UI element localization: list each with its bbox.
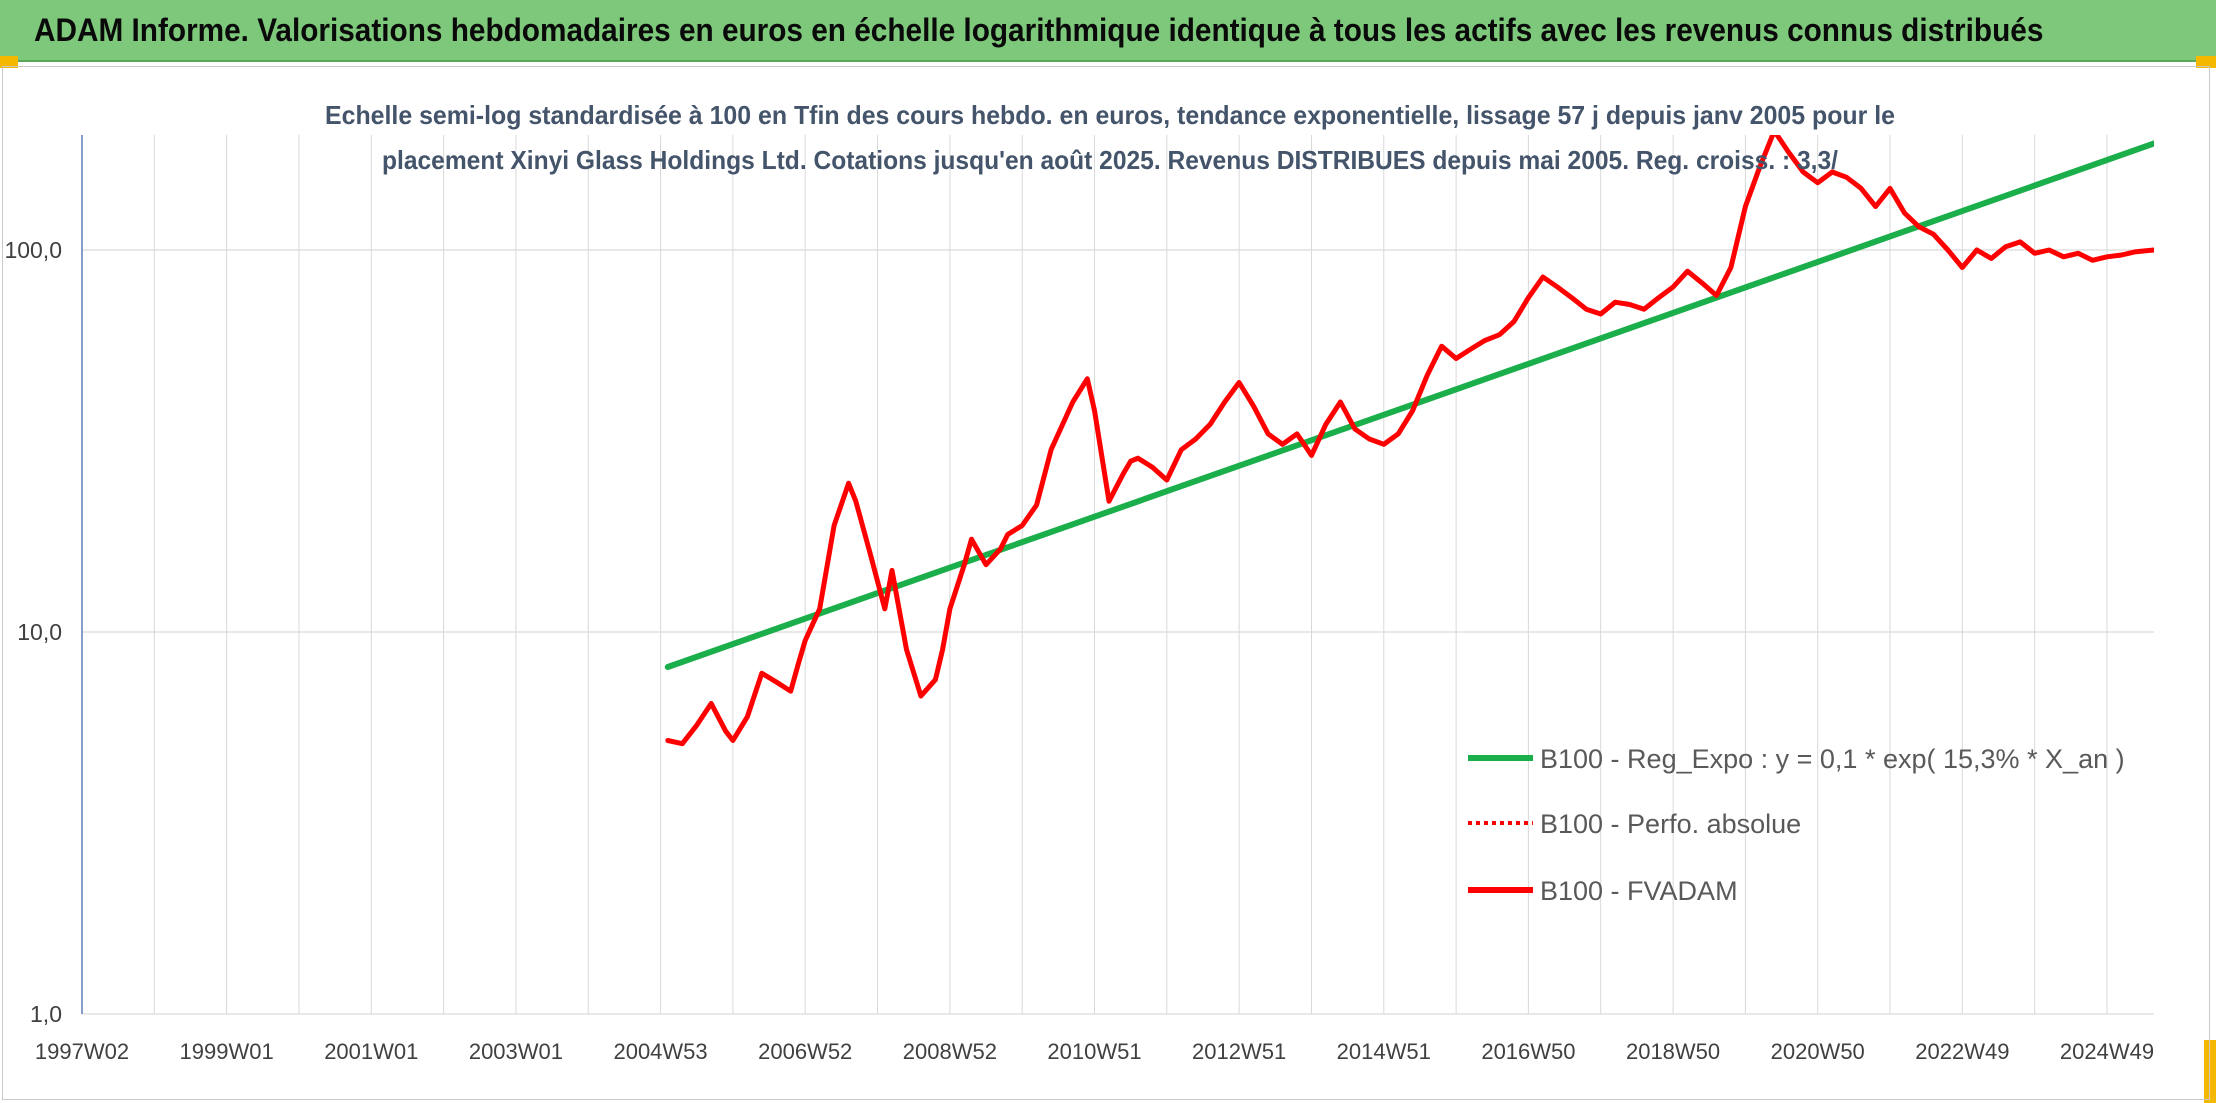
x-tick-label: 2004W53 bbox=[613, 1039, 707, 1064]
report-title: ADAM Informe. Valorisations hebdomadaire… bbox=[34, 12, 2044, 48]
x-tick-label: 2016W50 bbox=[1481, 1039, 1575, 1064]
y-tick-label: 1,0 bbox=[30, 1001, 62, 1027]
x-tick-label: 1997W02 bbox=[35, 1039, 129, 1064]
x-tick-label: 2006W52 bbox=[758, 1039, 852, 1064]
x-tick-label: 2018W50 bbox=[1626, 1039, 1720, 1064]
legend-label-fvadam: B100 - FVADAM bbox=[1540, 876, 1738, 906]
y-axis-tick-labels: 1,0 10,0 100,0 bbox=[4, 237, 62, 1027]
x-tick-label: 2012W51 bbox=[1192, 1039, 1286, 1064]
x-tick-label: 2022W49 bbox=[1915, 1039, 2009, 1064]
x-axis-tick-labels: 1997W02 1999W01 2001W01 2003W01 2004W53 2006W… bbox=[35, 1039, 2154, 1064]
x-tick-label: 2008W52 bbox=[903, 1039, 997, 1064]
legend-label-perfo-absolue: B100 - Perfo. absolue bbox=[1540, 809, 1801, 839]
chart-legend: B100 - Reg_Expo : y = 0,1 * exp( 15,3% *… bbox=[1468, 744, 2125, 906]
regression-line bbox=[664, 140, 2154, 670]
legend-label-regression: B100 - Reg_Expo : y = 0,1 * exp( 15,3% *… bbox=[1540, 744, 2125, 774]
horizontal-gridlines bbox=[82, 249, 2154, 1015]
corner-marker-bottom-right bbox=[2204, 1040, 2216, 1103]
y-tick-label: 10,0 bbox=[17, 619, 62, 645]
chart-frame bbox=[2, 66, 2210, 1100]
x-tick-label: 2024W49 bbox=[2060, 1039, 2154, 1064]
x-tick-label: 2014W51 bbox=[1337, 1039, 1431, 1064]
x-tick-label: 1999W01 bbox=[180, 1039, 274, 1064]
fvadam-line bbox=[665, 135, 2154, 747]
y-tick-label: 100,0 bbox=[4, 237, 62, 263]
x-tick-label: 2003W01 bbox=[469, 1039, 563, 1064]
x-tick-label: 2020W50 bbox=[1771, 1039, 1865, 1064]
chart-title-line-2: placement Xinyi Glass Holdings Ltd. Cota… bbox=[382, 145, 1838, 175]
series-layer bbox=[664, 135, 2154, 747]
report-header-banner: ADAM Informe. Valorisations hebdomadaire… bbox=[0, 0, 2216, 62]
corner-marker-top-right bbox=[2196, 56, 2216, 68]
chart-title-line-1: Echelle semi-log standardisée à 100 en T… bbox=[325, 100, 1895, 130]
corner-marker-top-left bbox=[0, 56, 18, 68]
x-tick-label: 2001W01 bbox=[324, 1039, 418, 1064]
x-tick-label: 2010W51 bbox=[1047, 1039, 1141, 1064]
